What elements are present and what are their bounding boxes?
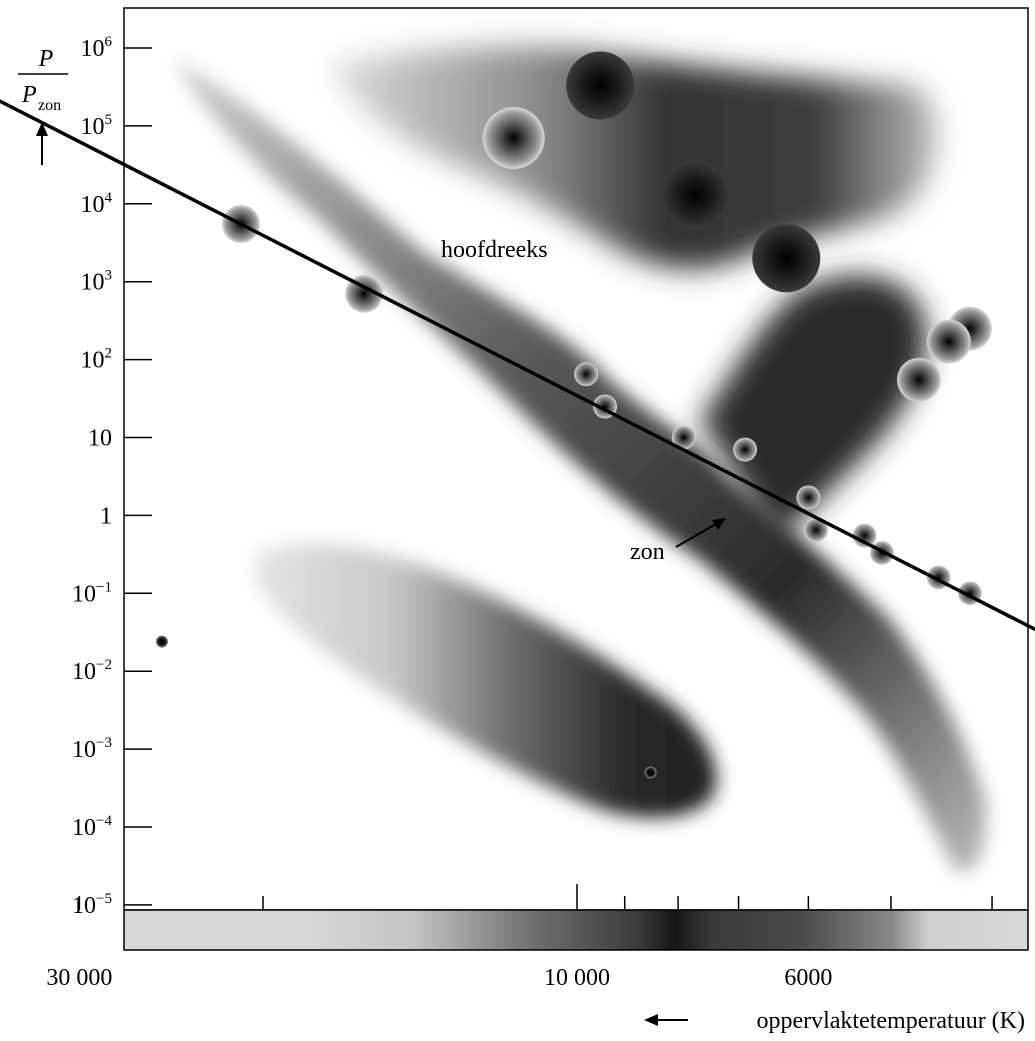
y-label-numerator: P: [38, 46, 54, 72]
y-tick-label: 10−5: [72, 891, 112, 919]
x-tick-label: 6000: [784, 965, 832, 991]
star-marker: [852, 523, 877, 548]
star-marker: [574, 362, 599, 387]
y-tick-label: 10: [88, 426, 112, 452]
y-tick-label: 103: [81, 268, 113, 296]
y-tick-label: 102: [81, 346, 113, 374]
y-tick-label: 10−3: [72, 735, 112, 763]
star-marker: [482, 106, 545, 169]
y-tick-label: 104: [81, 190, 113, 218]
x-axis-label: oppervlaktetemperatuur (K): [756, 1008, 1025, 1034]
sun-label: zon: [630, 539, 665, 565]
star-marker: [345, 274, 384, 313]
y-tick-label: 1: [100, 503, 112, 529]
x-tick-label: 30 000: [46, 965, 112, 991]
star-marker: [804, 517, 829, 542]
star-marker: [644, 766, 657, 779]
main-sequence-label: hoofdreeks: [441, 237, 548, 263]
white-dwarf-region: [255, 544, 717, 818]
star-marker: [752, 224, 821, 293]
star-marker: [733, 437, 758, 462]
y-label-denominator: P: [21, 82, 37, 108]
main-sequence-region: [175, 60, 986, 872]
star-marker: [926, 319, 971, 364]
star-marker: [155, 635, 168, 648]
left-arrow-icon: [644, 1014, 658, 1026]
y-label-denominator-sub: zon: [38, 97, 61, 114]
y-tick-label: 10−4: [72, 813, 112, 841]
y-tick-label: 106: [81, 34, 113, 62]
star-marker: [671, 425, 696, 450]
main-sequence-line: [0, 99, 1035, 632]
x-axis-label-group: oppervlaktetemperatuur (K): [644, 1008, 1025, 1034]
stars-layer: [46, 51, 1028, 779]
giant-region: [700, 275, 927, 540]
stellar-regions: [175, 46, 986, 872]
sun-arrow: [675, 518, 726, 548]
y-tick-label: 105: [81, 112, 113, 140]
star-marker: [897, 357, 942, 402]
star-marker: [46, 154, 84, 192]
temperature-color-bar: [123, 909, 1029, 951]
y-axis-label: P P zon: [18, 46, 68, 165]
star-marker: [661, 160, 730, 229]
up-arrow-icon: [36, 122, 48, 136]
x-tick-label: 10 000: [544, 965, 610, 991]
supergiant-region: [330, 46, 938, 269]
y-tick-label: 10−1: [72, 579, 112, 607]
star-marker: [796, 485, 821, 510]
star-marker: [566, 51, 635, 120]
arrow-icon: [712, 518, 726, 530]
y-tick-label: 10−2: [72, 657, 112, 685]
